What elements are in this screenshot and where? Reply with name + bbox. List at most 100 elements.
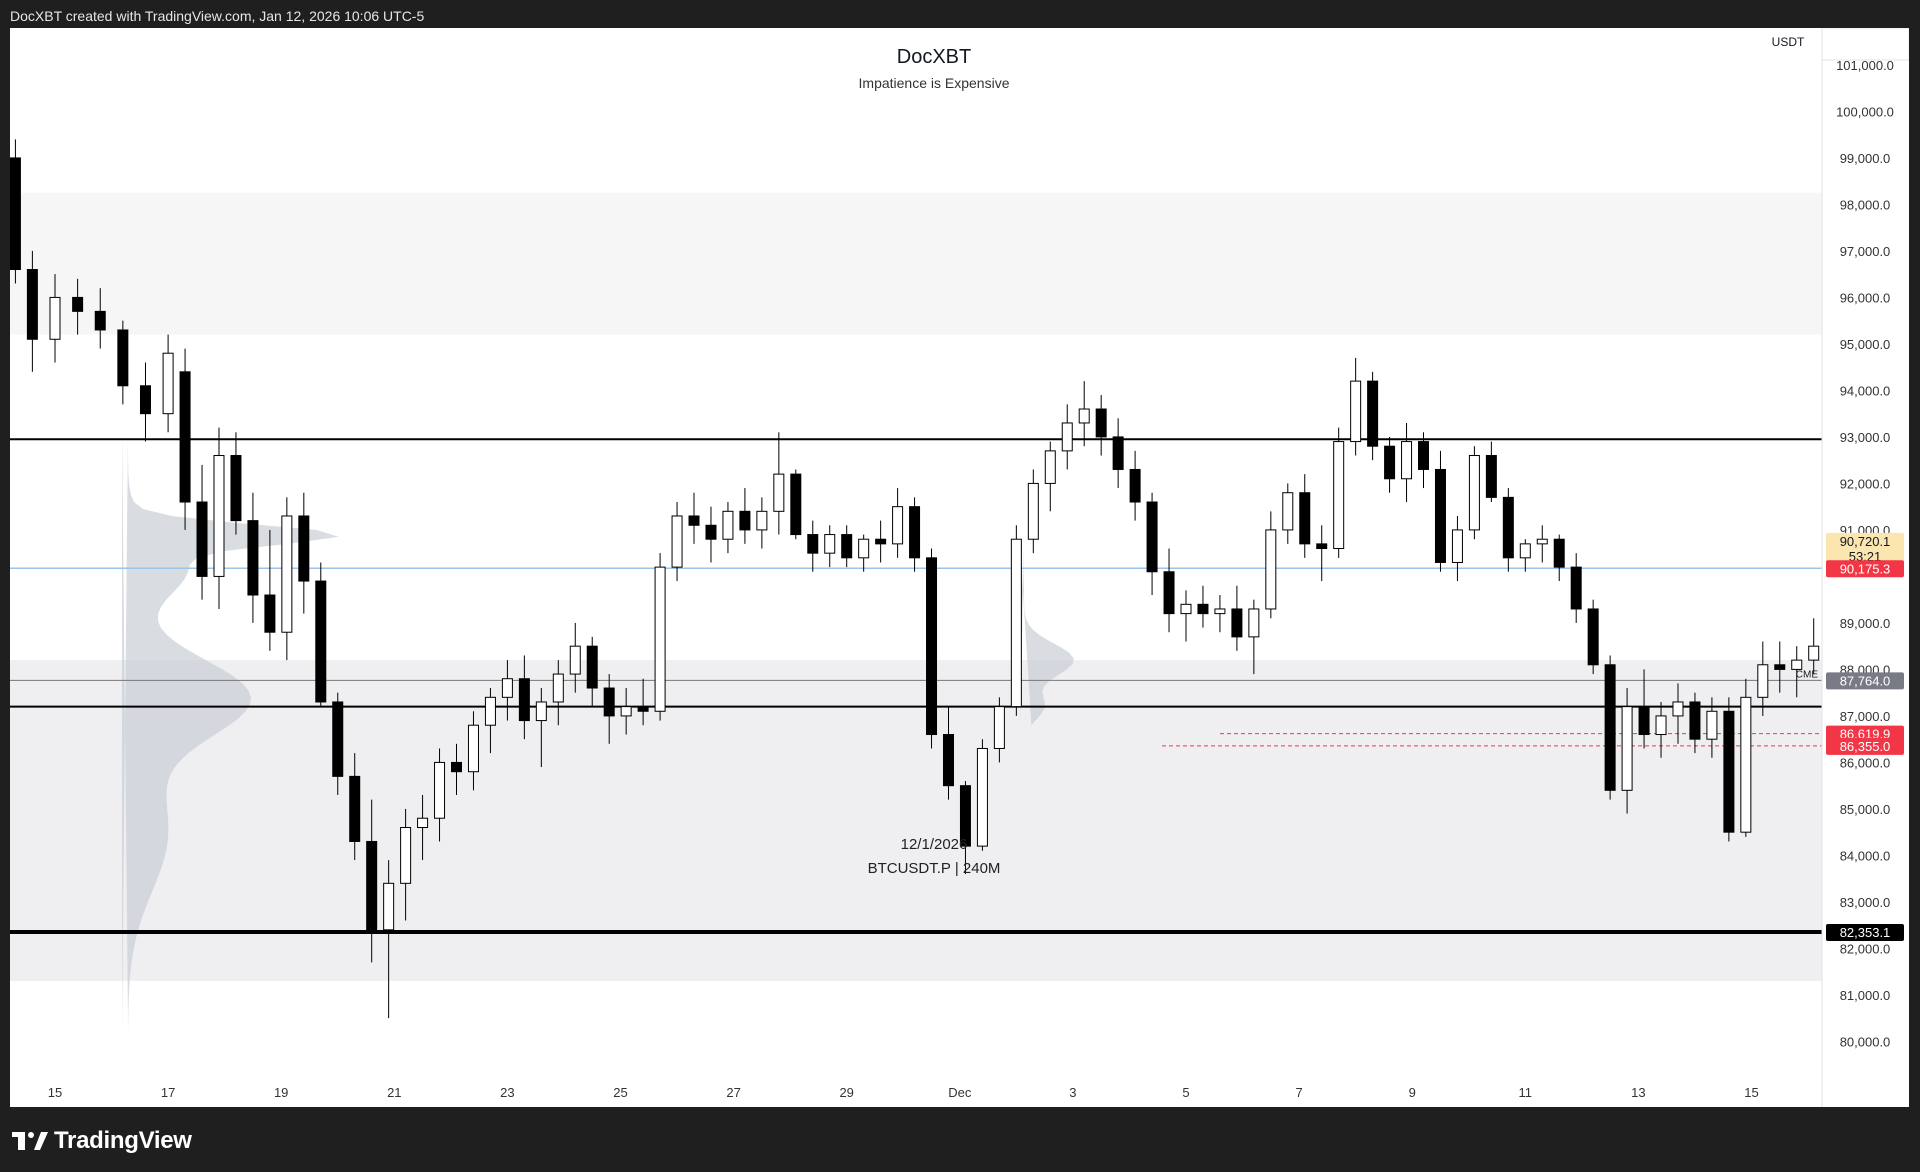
candle <box>807 534 819 554</box>
x-tick-label: 5 <box>1182 1085 1189 1100</box>
candle <box>117 329 129 387</box>
currency-box[interactable] <box>1821 27 1910 61</box>
candle <box>671 515 683 568</box>
price-chart[interactable]: 1517192123252729Dec357911131517192123252… <box>0 27 1920 1107</box>
candle <box>1129 468 1141 503</box>
candle <box>1536 538 1548 545</box>
candle <box>49 296 61 340</box>
candle <box>1434 468 1446 563</box>
price-badge-label: 90,175.3 <box>1840 561 1891 576</box>
candle <box>892 506 904 545</box>
footer-bar <box>0 1107 1920 1172</box>
x-tick-label: 3 <box>1069 1085 1076 1100</box>
chart-title: DocXBT <box>897 46 971 68</box>
candle <box>926 557 938 736</box>
candle <box>756 510 768 531</box>
candle <box>1350 380 1362 443</box>
candle <box>1553 538 1565 568</box>
x-tick-label: 9 <box>1409 1085 1416 1100</box>
candle <box>790 473 802 536</box>
candle <box>1570 566 1582 610</box>
candle <box>976 747 988 847</box>
candle <box>298 515 310 582</box>
price-badge-label: 90,720.1 <box>1840 534 1891 549</box>
price-badge <box>1826 672 1904 690</box>
x-tick-label: 15 <box>48 1085 62 1100</box>
candle <box>315 580 327 703</box>
candle <box>264 594 276 633</box>
price-zone <box>10 660 1822 981</box>
y-tick-label: 99,000.0 <box>1840 151 1891 166</box>
candle <box>993 706 1005 749</box>
x-tick-label: Dec <box>948 1085 972 1100</box>
x-tick-label: 21 <box>387 1085 401 1100</box>
candle <box>1010 538 1022 708</box>
candle <box>9 157 21 271</box>
candle <box>1163 571 1175 615</box>
tradingview-logo-icon <box>12 1132 48 1150</box>
candle <box>1485 455 1497 498</box>
candle <box>959 785 971 847</box>
y-tick-label: 87,000.0 <box>1840 709 1891 724</box>
candle <box>1723 710 1735 833</box>
volume-profile <box>122 427 339 1033</box>
candle <box>1587 608 1599 666</box>
x-tick-label: 29 <box>839 1085 853 1100</box>
candle <box>417 817 429 829</box>
price-zone <box>10 192 1822 335</box>
candle <box>942 734 954 787</box>
chart-caption: DocXBT created with TradingView.com, Jan… <box>10 8 425 24</box>
candle <box>1316 543 1328 550</box>
candle <box>535 701 547 722</box>
candle <box>349 775 361 842</box>
price-badge-label: 82,353.1 <box>1840 925 1891 940</box>
y-tick-label: 98,000.0 <box>1840 197 1891 212</box>
price-badge <box>1826 532 1904 565</box>
chart-subtitle: Impatience is Expensive <box>859 75 1010 91</box>
candle <box>1451 529 1463 563</box>
candle <box>366 840 378 931</box>
candle <box>1621 706 1633 791</box>
candle <box>196 501 208 577</box>
candle <box>1740 696 1752 833</box>
candle <box>1689 701 1701 740</box>
chart-date-label: 12/1/2026 <box>901 836 968 853</box>
price-badge <box>1826 560 1904 578</box>
candle <box>1401 441 1413 480</box>
y-tick-label: 85,000.0 <box>1840 802 1891 817</box>
candle <box>1180 603 1192 615</box>
price-badge-label: 86,619.9 <box>1840 727 1891 742</box>
candle <box>72 296 84 312</box>
candle <box>26 269 38 340</box>
candle <box>620 706 632 717</box>
candle <box>139 385 151 415</box>
candle <box>1044 450 1056 484</box>
chart-symbol-label: BTCUSDT.P | 240M <box>868 860 1001 877</box>
candle <box>1061 422 1073 452</box>
candle <box>179 371 191 503</box>
candle <box>451 761 463 773</box>
candle <box>1604 664 1616 791</box>
candle <box>739 510 751 531</box>
x-tick-label: 27 <box>726 1085 740 1100</box>
candle <box>1757 664 1769 698</box>
candle <box>247 520 259 596</box>
y-tick-label: 82,000.0 <box>1840 941 1891 956</box>
tradingview-logo-text: TradingView <box>54 1127 192 1154</box>
candle <box>501 678 513 698</box>
candle <box>1808 645 1820 661</box>
x-tick-label: 11 <box>1519 1085 1533 1100</box>
candle <box>603 687 615 717</box>
x-tick-label: 13 <box>1631 1085 1645 1100</box>
y-tick-label: 93,000.0 <box>1840 430 1891 445</box>
tradingview-logo[interactable]: TradingView <box>12 1127 192 1154</box>
candle <box>1418 441 1430 470</box>
candle <box>1231 608 1243 638</box>
candle <box>909 506 921 559</box>
candle <box>484 696 496 726</box>
candle <box>824 534 836 554</box>
x-tick-label: 7 <box>1295 1085 1302 1100</box>
y-tick-label: 92,000.0 <box>1840 476 1891 491</box>
candle <box>1519 543 1531 559</box>
price-badge <box>1826 737 1904 755</box>
